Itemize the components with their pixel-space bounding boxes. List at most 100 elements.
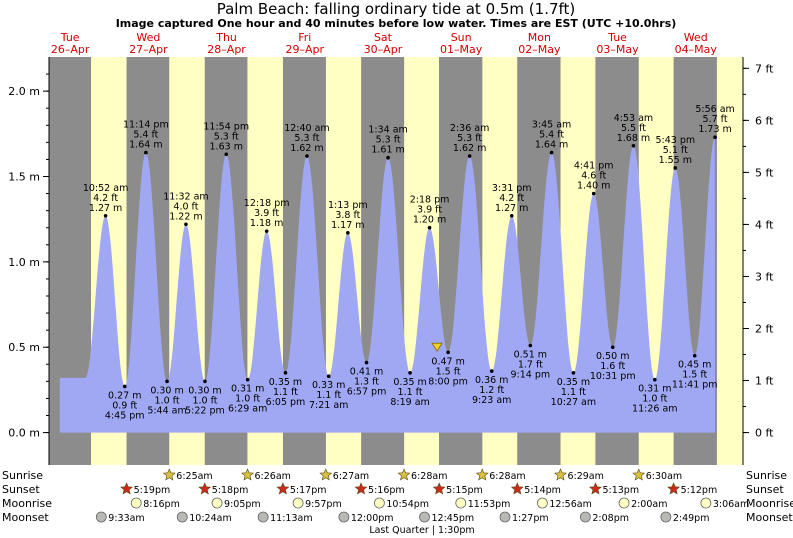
extreme-m: 1.18 m: [250, 218, 283, 229]
extreme-point: [549, 150, 554, 155]
sunrise-icon: [162, 468, 176, 481]
extreme-time: 4:53 am: [614, 113, 653, 124]
moonrise-icon: [211, 497, 223, 509]
extreme-ft: 1.0 ft: [235, 394, 260, 405]
extreme-ft: 3.9 ft: [417, 205, 442, 216]
extreme-m: 0.45 m: [678, 360, 711, 371]
extreme-point: [591, 191, 596, 196]
sunset-time: 5:17pm: [290, 485, 327, 496]
moonset-time: 2:08pm: [592, 513, 629, 524]
extreme-ft: 1.5 ft: [436, 366, 461, 377]
extreme-ft: 5.4 ft: [539, 130, 564, 141]
right-tick-label: 3 ft: [755, 270, 774, 283]
right-tick-label: 2 ft: [755, 322, 774, 335]
extreme-time: 8:19 am: [390, 397, 429, 408]
extreme-m: 1.73 m: [698, 124, 731, 135]
extreme-ft: 5.1 ft: [663, 145, 688, 156]
sunset-time: 5:16pm: [368, 485, 405, 496]
moonset-icon: [338, 511, 350, 523]
moonrise-row-label: Moonrise: [2, 497, 52, 510]
extreme-time: 2:18 pm: [410, 195, 450, 206]
day-label-dow: Sun: [451, 31, 472, 44]
extreme-ft: 1.3 ft: [354, 377, 379, 388]
sunrise-icon: [632, 468, 646, 481]
sunrise-icon: [475, 468, 489, 481]
extreme-ft: 5.3 ft: [294, 133, 319, 144]
extreme-point: [103, 213, 108, 218]
extreme-ft: 4.6 ft: [581, 171, 606, 182]
moonrise-icon: [700, 497, 712, 509]
sun-moon-rows: Sunrise Sunrise 6:25am 6:26am 6:27am 6:28am 6:…: [2, 468, 793, 524]
sunrise-time: 6:27am: [333, 471, 369, 482]
day-label-dow: Sat: [374, 31, 393, 44]
moonset-icon: [580, 511, 591, 523]
left-tick-label: 1.5 m: [8, 170, 40, 183]
day-label-date: 27–Apr: [129, 43, 168, 56]
moonrise-time: 8:16pm: [143, 499, 180, 510]
day-label-dow: Mon: [528, 31, 551, 44]
sunset-time: 5:13pm: [602, 485, 639, 496]
right-tick-label: 5 ft: [755, 166, 774, 179]
extreme-ft: 1.7 ft: [518, 360, 543, 371]
extreme-ft: 1.6 ft: [600, 361, 625, 372]
extreme-time: 4:45 pm: [105, 410, 145, 421]
extreme-time: 11:32 am: [163, 191, 208, 202]
right-tick-label: 0 ft: [755, 427, 774, 440]
extreme-ft: 5.3 ft: [457, 133, 482, 144]
tide-area: [59, 137, 716, 433]
sunset-time: 5:15pm: [446, 485, 483, 496]
extreme-ft: 3.8 ft: [335, 210, 360, 221]
extreme-m: 0.47 m: [431, 356, 464, 367]
extreme-ft: 1.1 ft: [273, 387, 298, 398]
moonrise-icon: [292, 497, 304, 509]
extreme-point: [692, 353, 697, 358]
extreme-point: [610, 345, 615, 350]
sunset-icon: [667, 482, 681, 495]
extreme-point: [528, 343, 533, 348]
moonset-time: 12:00pm: [351, 513, 394, 524]
sunset-icon: [198, 482, 212, 495]
extreme-time: 6:05 pm: [266, 397, 306, 408]
chart-title: Palm Beach: falling ordinary tide at 0.5…: [217, 0, 576, 18]
extreme-ft: 5.5 ft: [621, 123, 646, 134]
extreme-time: 12:40 am: [284, 123, 329, 134]
sunrise-time: 6:29am: [567, 471, 603, 482]
extreme-labels: 10:52 am4.2 ft1.27 m0.27 m0.9 ft4:45 pm1…: [83, 104, 735, 421]
left-tick-label: 2.0 m: [8, 85, 40, 98]
extreme-ft: 5.4 ft: [133, 130, 158, 141]
moonset-time: 12:45pm: [432, 513, 475, 524]
day-label-date: 30–Apr: [364, 43, 403, 56]
extreme-ft: 5.3 ft: [214, 131, 239, 142]
extreme-m: 1.22 m: [169, 211, 202, 222]
moonset-row-label: Moonset: [2, 511, 49, 524]
extreme-m: 0.30 m: [150, 385, 183, 396]
extreme-time: 11:54 pm: [203, 121, 249, 132]
moonset-icon: [419, 511, 430, 523]
extreme-point: [571, 371, 576, 375]
extreme-point: [326, 374, 331, 379]
sunset-time: 5:18pm: [212, 485, 249, 496]
extreme-ft: 1.1 ft: [561, 387, 586, 398]
sunset-icon: [354, 482, 368, 495]
moonset-icon: [95, 511, 107, 523]
sunset-icon: [589, 482, 602, 495]
sunset-icon: [432, 482, 446, 495]
sunrise-time: 6:30am: [646, 471, 682, 482]
moonset-icon: [660, 511, 672, 523]
current-level-marker: [431, 342, 443, 352]
extreme-ft: 0.9 ft: [112, 400, 137, 411]
extreme-m: 1.20 m: [413, 215, 446, 226]
extreme-point: [509, 213, 514, 218]
extreme-point: [408, 371, 412, 375]
extreme-point: [446, 350, 450, 355]
moonset-icon: [257, 511, 269, 523]
extreme-m: 0.31 m: [638, 384, 671, 395]
extreme-m: 1.63 m: [210, 141, 243, 152]
right-tick-label: 1 ft: [755, 375, 774, 388]
tide-curve: [59, 137, 716, 433]
extreme-point: [427, 225, 432, 230]
moonrise-icon: [455, 497, 467, 509]
moonrise-icon: [373, 497, 385, 509]
moonrise-time: 11:53pm: [468, 499, 511, 510]
extreme-time: 4:41 pm: [574, 161, 614, 172]
